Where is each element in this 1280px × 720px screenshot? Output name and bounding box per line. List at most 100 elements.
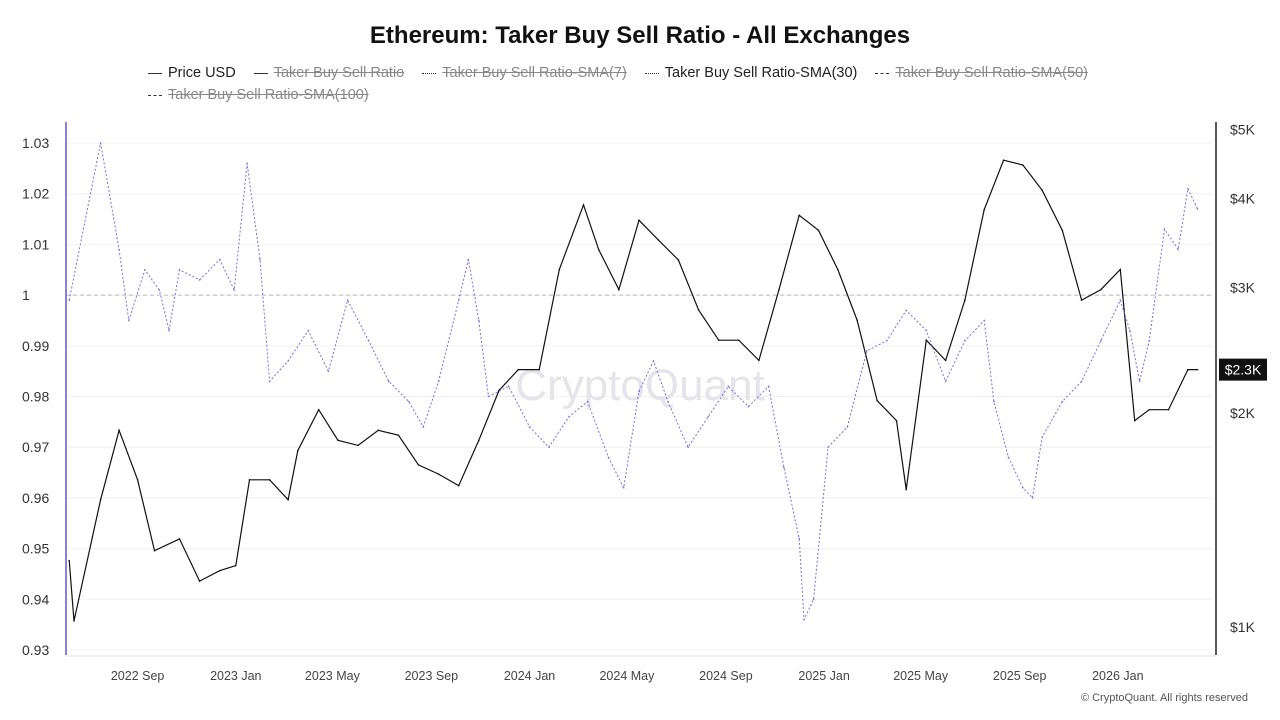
- y-right-tick-label: $5K: [1230, 122, 1256, 138]
- y-left-tick-label: 0.99: [22, 338, 49, 354]
- sma30-point: [1061, 400, 1064, 403]
- sma30-point: [803, 618, 805, 621]
- sma30-point: [99, 142, 102, 144]
- legend-swatch: [253, 72, 268, 74]
- legend-label: Taker Buy Sell Ratio-SMA(50): [895, 65, 1088, 81]
- price-point: [737, 339, 740, 341]
- price-point: [538, 368, 541, 371]
- legend-label: Taker Buy Sell Ratio: [273, 65, 405, 81]
- price-point: [983, 208, 986, 211]
- sma30-point: [707, 415, 710, 418]
- sma30-point: [144, 268, 146, 271]
- sma30-point: [865, 350, 868, 352]
- sma30-point: [1129, 329, 1131, 332]
- y-left-tick-label: 0.94: [22, 591, 49, 607]
- price-point: [582, 204, 585, 206]
- sma30-point: [812, 598, 815, 601]
- sma30-point: [983, 319, 986, 322]
- sma30-point: [437, 380, 440, 383]
- legend-swatch: [875, 72, 890, 74]
- price-point: [1022, 164, 1024, 166]
- price-point: [377, 429, 380, 432]
- price-point: [836, 268, 839, 271]
- legend-swatch: [148, 72, 162, 74]
- price-point: [99, 498, 102, 501]
- sma30-point: [586, 400, 589, 403]
- price-point: [153, 549, 156, 552]
- price-point: [1002, 159, 1005, 161]
- sma30-point: [233, 289, 235, 291]
- y-left-tick-label: 0.93: [22, 642, 49, 658]
- copyright: © CryptoQuant. All rights reserved: [1080, 692, 1248, 704]
- sma30-point: [944, 380, 947, 383]
- y-left-tick-label: 0.95: [22, 541, 49, 557]
- sma30-point: [367, 339, 370, 342]
- price-point: [1041, 189, 1043, 192]
- legend-label: Taker Buy Sell Ratio-SMA(7): [442, 65, 627, 81]
- sma30-point: [1138, 380, 1141, 383]
- sma30-point: [687, 446, 689, 449]
- legend-item[interactable]: Taker Buy Sell Ratio: [253, 62, 405, 84]
- price-point: [68, 559, 71, 562]
- sma30-point: [846, 426, 849, 428]
- sma30-point: [1119, 299, 1122, 301]
- sma30-point: [622, 486, 625, 489]
- price-point: [677, 259, 680, 261]
- price-point: [357, 444, 359, 447]
- price-point: [118, 429, 120, 432]
- y-right-tick-label: $1K: [1230, 619, 1256, 635]
- price-point: [136, 479, 139, 481]
- sma30-point: [507, 385, 510, 388]
- sma30-point: [1196, 208, 1199, 210]
- x-tick-label: 2023 Jan: [210, 669, 261, 683]
- price-point: [457, 484, 460, 487]
- price-point: [337, 439, 339, 442]
- price-point: [1148, 408, 1151, 411]
- sma30-point: [327, 370, 330, 372]
- price-point: [417, 464, 420, 466]
- x-tick-label: 2025 May: [893, 669, 949, 683]
- price-point: [697, 309, 700, 311]
- sma30-point: [652, 360, 655, 362]
- legend-swatch: [422, 72, 437, 74]
- price-point: [856, 319, 858, 321]
- sma30-point: [727, 385, 730, 388]
- price-point: [1061, 229, 1064, 232]
- legend-item[interactable]: Taker Buy Sell Ratio-SMA(30): [644, 62, 857, 84]
- sma30-point: [178, 268, 181, 271]
- sma30-point: [287, 360, 289, 362]
- sma30-point: [268, 380, 271, 383]
- x-tick-label: 2023 Sep: [405, 669, 459, 683]
- sma30-point: [1041, 436, 1043, 438]
- price-point: [178, 538, 181, 540]
- sma30-point: [667, 400, 669, 403]
- current-price-label: $2.3K: [1225, 362, 1262, 378]
- x-tick-label: 2023 May: [305, 669, 361, 683]
- price-point: [905, 488, 907, 491]
- price-point: [397, 434, 400, 437]
- price-point: [638, 219, 640, 222]
- legend-item[interactable]: Taker Buy Sell Ratio-SMA(100): [148, 84, 369, 106]
- price-point: [895, 419, 898, 422]
- sma30-point: [118, 248, 120, 251]
- legend-item[interactable]: Taker Buy Sell Ratio-SMA(7): [422, 62, 627, 84]
- sma30-point: [905, 309, 907, 312]
- sma30-point: [767, 385, 770, 388]
- price-point: [317, 408, 320, 411]
- sma30-point: [168, 329, 170, 332]
- legend-item[interactable]: Price USD: [148, 62, 236, 84]
- sma30-point: [1080, 380, 1083, 383]
- legend-item[interactable]: Taker Buy Sell Ratio-SMA(50): [875, 62, 1088, 84]
- sma30-point: [827, 446, 829, 449]
- current-price-badge: [1219, 358, 1267, 381]
- price-point: [437, 473, 440, 475]
- price-point: [597, 248, 600, 251]
- sma30-point: [607, 456, 610, 459]
- sma30-point: [798, 537, 800, 540]
- price-point: [1119, 268, 1122, 271]
- legend: Price USD Taker Buy Sell Ratio Taker Buy S…: [148, 62, 1148, 106]
- sma30-point: [307, 329, 310, 332]
- sma30-point: [1148, 339, 1151, 342]
- sma30-point: [467, 258, 470, 261]
